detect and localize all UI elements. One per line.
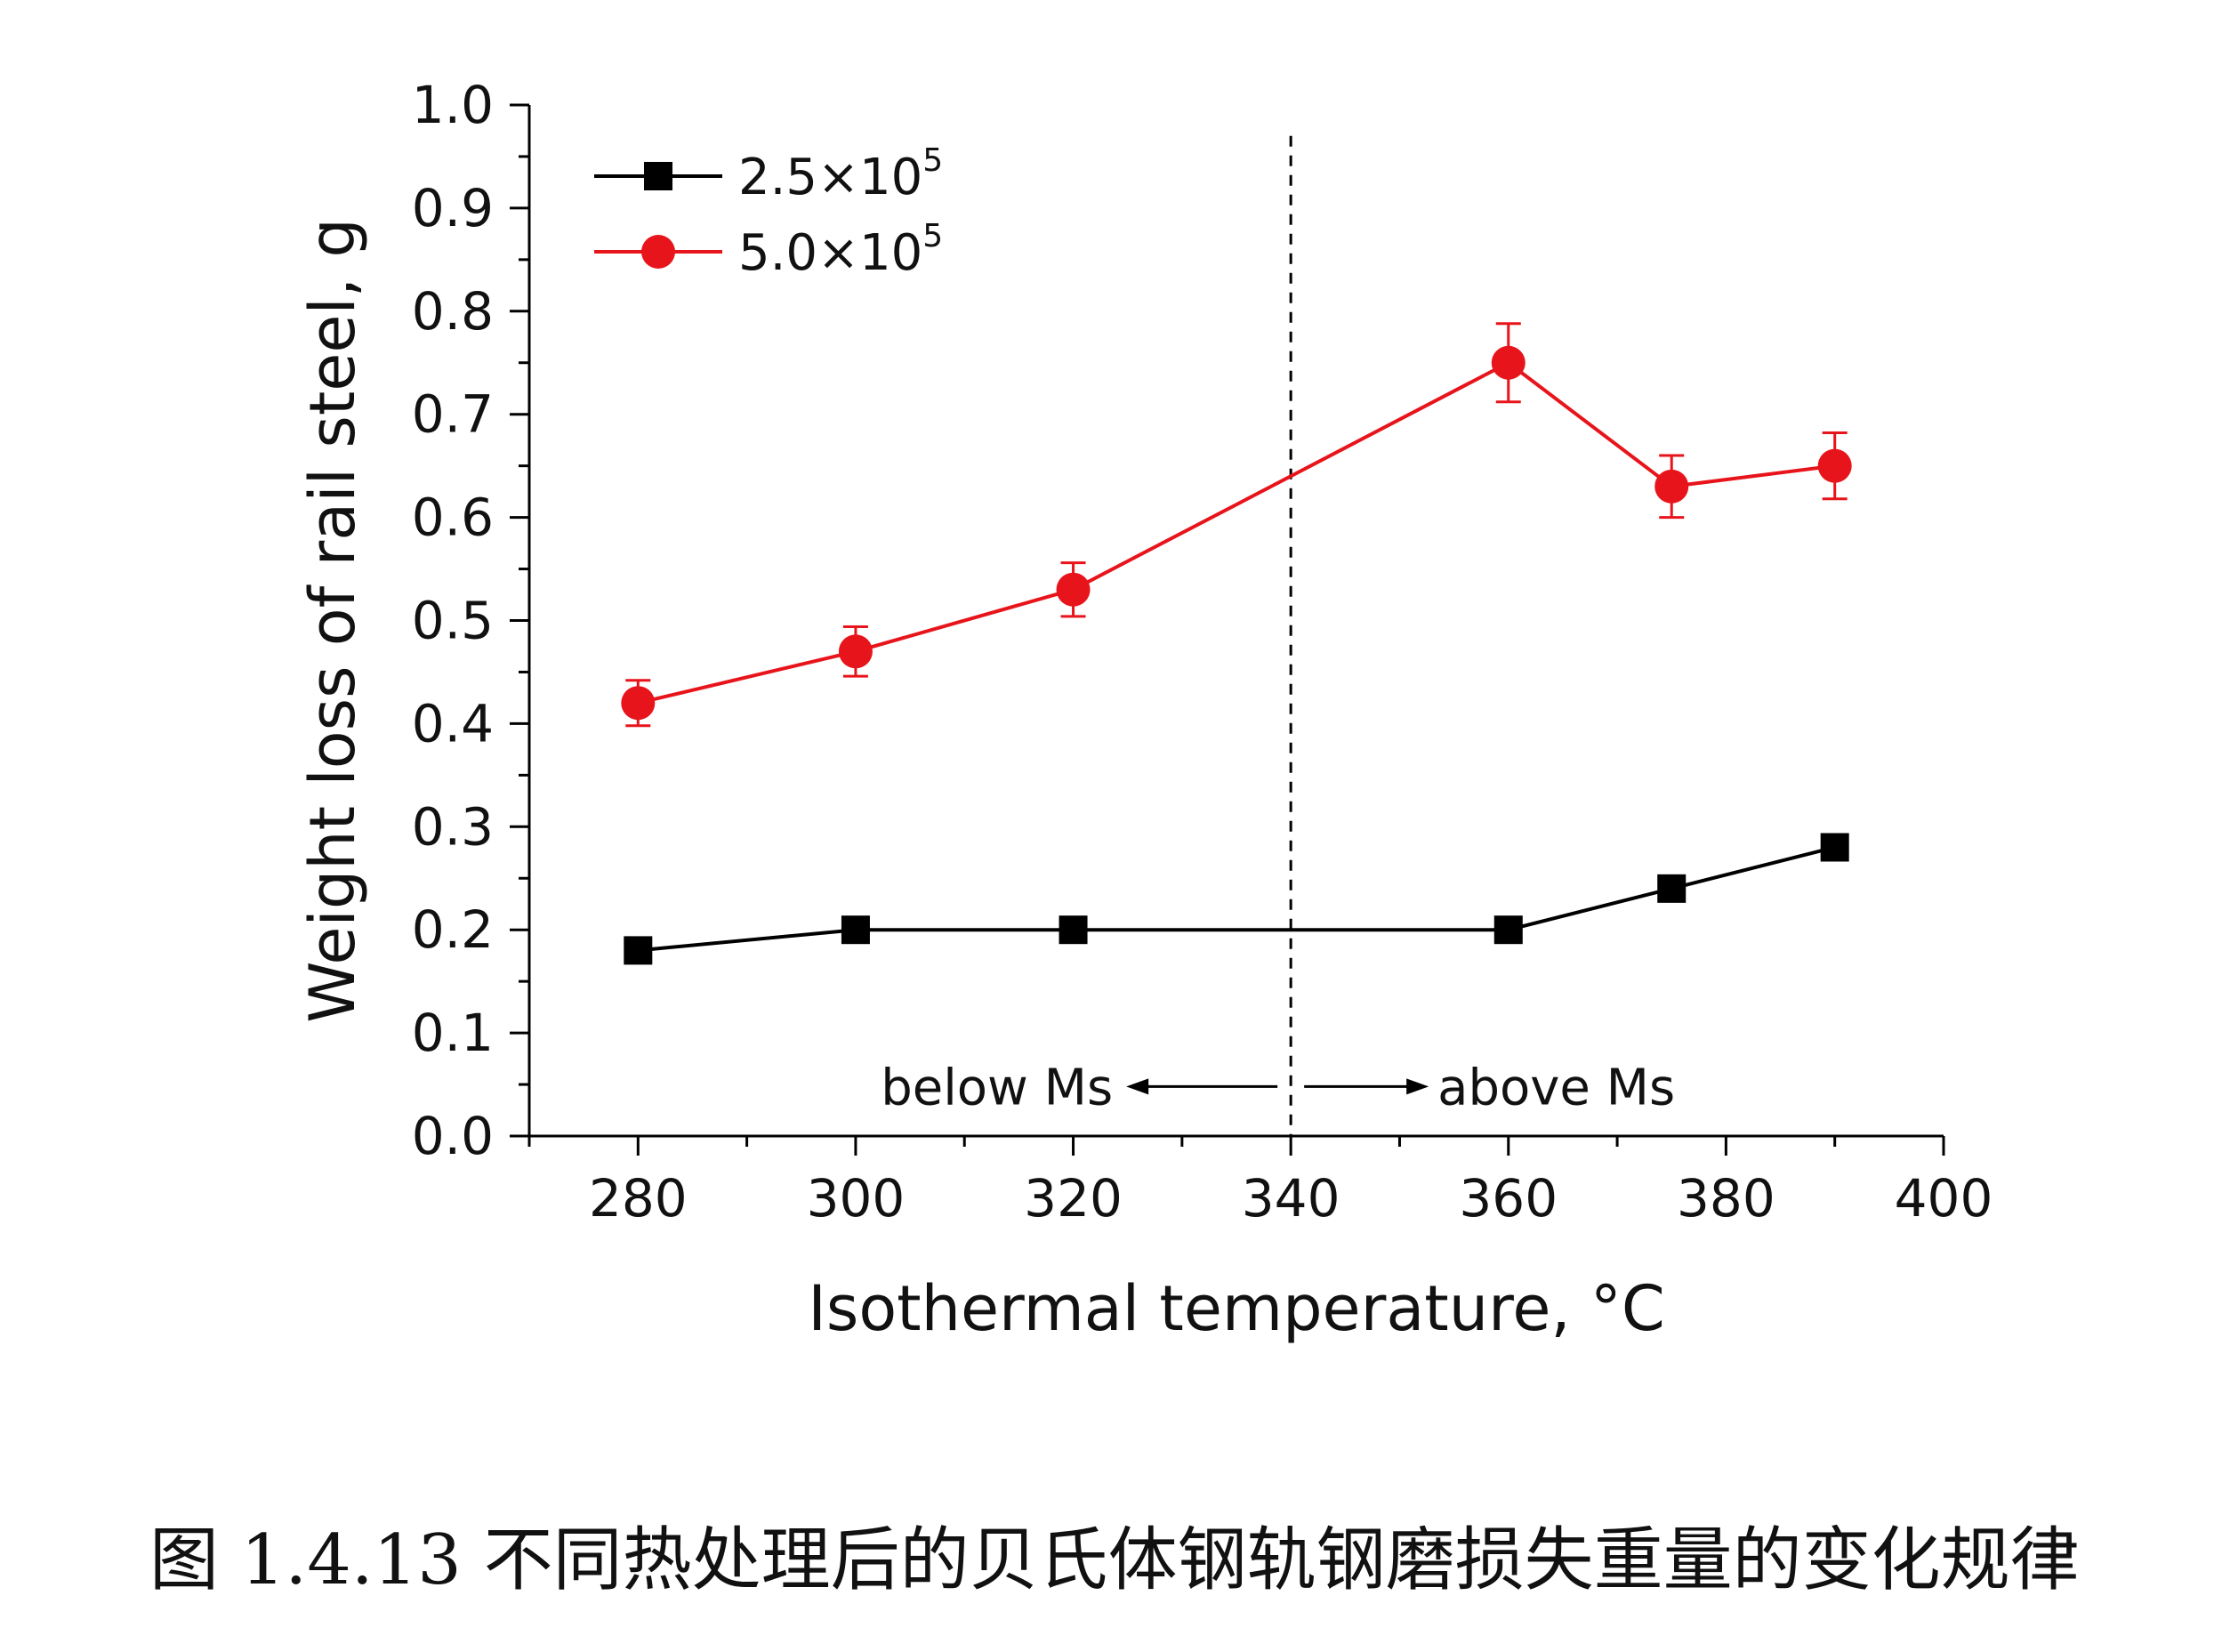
- y-tick-label: 1.0: [412, 75, 494, 135]
- y-tick-label: 0.5: [412, 591, 494, 651]
- legend-label: 2.5×105: [738, 142, 943, 206]
- legend-label: 5.0×105: [738, 218, 943, 282]
- y-tick-label: 0.4: [412, 693, 494, 753]
- data-point: [621, 686, 656, 721]
- series-layer: [621, 322, 1852, 965]
- y-tick-label: 0.7: [412, 384, 494, 445]
- figure-caption: 图 1.4.13 不同热处理后的贝氏体钢轨钢磨损失重量的变化规律: [149, 1520, 2080, 1600]
- data-point: [1059, 915, 1088, 945]
- series-line: [637, 360, 1835, 705]
- x-axis-label: Isothermal temperature, °C: [808, 1272, 1665, 1345]
- y-tick-label: 0.3: [412, 796, 494, 857]
- data-point: [1654, 469, 1689, 504]
- x-tick-label: 280: [589, 1168, 688, 1229]
- y-tick-label: 0.9: [412, 178, 494, 238]
- axes: 0.0 0.1 0.2 0.3 0.4 0.5 0.6 0.7 0.8 0.9 1.0 280 300 3…: [412, 75, 1993, 1229]
- x-tick-label: 320: [1024, 1168, 1123, 1229]
- y-tick-label: 0.2: [412, 899, 494, 960]
- data-point: [1056, 572, 1091, 607]
- series-1: [624, 833, 1849, 965]
- annotations: below Ms above Ms: [881, 1059, 1675, 1116]
- above-ms-label: above Ms: [1437, 1059, 1675, 1116]
- data-point: [1491, 345, 1526, 380]
- data-point: [1817, 448, 1852, 483]
- x-tick-label: 360: [1459, 1168, 1558, 1229]
- below-ms-label: below Ms: [881, 1059, 1113, 1116]
- legend: 2.5×105 5.0×105: [594, 142, 943, 282]
- y-tick-label: 0.1: [412, 1003, 494, 1063]
- data-point: [624, 936, 653, 965]
- data-point: [1657, 874, 1687, 903]
- above-ms-arrowhead: [1406, 1078, 1429, 1095]
- below-ms-arrowhead: [1126, 1078, 1149, 1095]
- y-tick-label: 0.8: [412, 281, 494, 342]
- series-2: [621, 322, 1852, 728]
- data-point: [841, 915, 870, 945]
- y-axis-label: Weight loss of rail steel, g: [296, 218, 369, 1023]
- data-point: [1820, 833, 1849, 862]
- y-tick-label: 0.6: [412, 488, 494, 548]
- y-tick-label: 0.0: [412, 1106, 494, 1166]
- x-tick-label: 380: [1677, 1168, 1775, 1229]
- series-line: [638, 845, 1836, 953]
- x-tick-label: 340: [1242, 1168, 1340, 1229]
- data-point: [1493, 915, 1523, 945]
- data-point: [838, 634, 873, 669]
- x-tick-label: 300: [807, 1168, 906, 1229]
- x-tick-label: 400: [1895, 1168, 1993, 1229]
- legend-marker: [644, 162, 672, 190]
- legend-marker: [641, 235, 675, 269]
